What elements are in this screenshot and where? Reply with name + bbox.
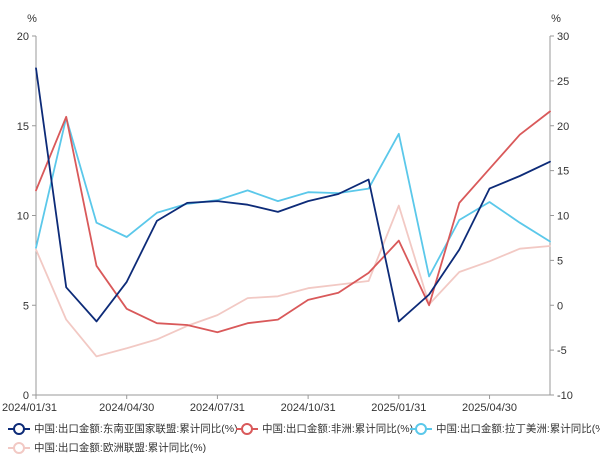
x-tick-label: 2024/01/31 <box>2 402 57 414</box>
right-tick-label: -10 <box>557 390 573 402</box>
series-line-4 <box>35 204 551 358</box>
left-axis-unit: % <box>27 13 37 25</box>
right-tick-label: 5 <box>557 255 563 267</box>
x-tick-label: 2024/07/31 <box>190 402 245 414</box>
series-line-2 <box>35 110 551 334</box>
left-tick-label: 10 <box>17 211 29 223</box>
legend-swatch-icon <box>236 422 258 435</box>
left-tick-label: 5 <box>23 300 29 312</box>
left-tick-label: 0 <box>23 390 29 402</box>
legend-swatch-icon <box>8 441 30 454</box>
left-tick-label: 20 <box>17 31 29 43</box>
legend-item-4[interactable]: 中国:出口金额:欧洲联盟:累计同比(%) <box>8 440 206 455</box>
right-tick-label: 10 <box>557 211 569 223</box>
legend-label: 中国:出口金额:拉丁美洲:累计同比(%) <box>436 423 600 435</box>
series-line-1 <box>35 67 551 323</box>
right-tick-label: -5 <box>557 345 567 357</box>
legend-label: 中国:出口金额:欧洲联盟:累计同比(%) <box>34 442 207 454</box>
left-tick-label: 15 <box>17 121 29 133</box>
legend-swatch-icon <box>8 422 30 435</box>
right-tick-label: 20 <box>557 121 569 133</box>
legend-item-2[interactable]: 中国:出口金额:非洲:累计同比(%) <box>236 421 413 436</box>
right-tick-label: 25 <box>557 76 569 88</box>
series-line-3 <box>35 116 551 278</box>
right-tick-label: 30 <box>557 31 569 43</box>
x-tick-label: 2024/04/30 <box>99 402 154 414</box>
legend-item-1[interactable]: 中国:出口金额:东南亚国家联盟:累计同比(%) <box>8 421 238 436</box>
axes: % % 0 5 10 15 20 -10 -5 0 5 10 15 20 25 30 2024/01/31 202… <box>2 13 573 414</box>
legend-item-3[interactable]: 中国:出口金额:拉丁美洲:累计同比(%) <box>410 421 600 436</box>
legend-label: 中国:出口金额:非洲:累计同比(%) <box>262 423 414 435</box>
x-tick-label: 2024/10/31 <box>281 402 336 414</box>
legend-label: 中国:出口金额:东南亚国家联盟:累计同比(%) <box>34 423 238 435</box>
legend-swatch-icon <box>410 422 432 435</box>
chart-canvas: % % 0 5 10 15 20 -10 -5 0 5 10 15 20 25 30 2024/01/31 202… <box>2 13 573 414</box>
right-tick-label: 15 <box>557 166 569 178</box>
x-tick-label: 2025/01/31 <box>371 402 426 414</box>
x-tick-label: 2025/04/30 <box>462 402 517 414</box>
right-axis-unit: % <box>551 13 561 25</box>
series-lines <box>35 67 551 358</box>
right-tick-label: 0 <box>557 300 563 312</box>
